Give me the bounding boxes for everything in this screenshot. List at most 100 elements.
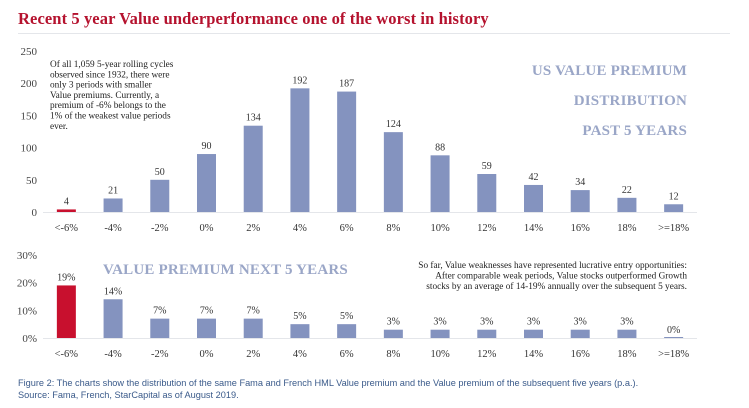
x-tick-label: 6% [340,223,354,234]
y-tick-label: 10% [17,305,37,317]
annotation-line: ever. [50,122,68,132]
y-tick-label: 0 [32,207,38,219]
bar [150,318,170,338]
data-label: 59 [482,161,492,172]
x-tick-label: 16% [571,223,591,234]
x-tick-label: -2% [151,349,169,360]
y-tick-label: 250 [21,46,38,58]
bar [477,329,497,338]
bar [243,318,263,338]
chart-title-line: US VALUE PREMIUM [532,63,687,79]
bar [290,88,310,212]
bar [56,285,76,338]
data-label: 7% [200,306,213,317]
x-tick-label: 8% [386,349,400,360]
bar [617,329,637,338]
data-label: 14% [104,286,122,297]
data-label: 134 [246,113,261,124]
annotation-line: stocks by an average of 14-19% annually … [426,281,687,292]
bar [150,179,170,212]
x-tick-label: 2% [246,349,260,360]
data-label: 5% [340,311,353,322]
data-label: 42 [529,172,539,183]
data-label: 4 [64,196,69,207]
data-label: 12 [669,191,679,202]
x-tick-label: 2% [246,223,260,234]
x-tick-label: 0% [200,223,214,234]
bar [383,329,403,338]
y-tick-label: 20% [17,278,37,290]
y-tick-label: 50 [26,175,38,187]
x-tick-label: 0% [200,349,214,360]
data-label: 3% [620,317,633,328]
bar [664,204,684,212]
x-tick-label: -4% [104,223,122,234]
bar [664,337,684,338]
data-label: 3% [574,317,587,328]
x-tick-label: >=18% [658,349,689,360]
data-label: 19% [57,272,75,283]
annotation-line: So far, Value weaknesses have represente… [418,260,687,271]
data-label: 22 [622,185,632,196]
data-label: 192 [292,75,307,86]
annotation-line: premium of -6% belongs to the [50,100,166,111]
data-label: 5% [293,311,306,322]
x-tick-label: 10% [430,349,450,360]
bar [103,198,123,212]
x-tick-label: 18% [617,223,637,234]
data-label: 3% [387,317,400,328]
bar [337,324,357,338]
x-tick-label: <-6% [55,223,79,234]
bar [477,174,497,212]
bar [524,184,543,212]
annotation-line: 1% of the weakest value periods [50,111,171,122]
bar [524,329,543,338]
x-tick-label: 18% [617,349,637,360]
x-tick-label: >=18% [658,223,689,234]
y-tick-label: 200 [21,78,38,90]
annotation-line: Value premiums. Currently, a [50,91,159,101]
x-tick-label: 14% [524,223,544,234]
y-tick-label: 30% [17,250,37,262]
bar [197,154,216,212]
chart-title-line: VALUE PREMIUM NEXT 5 YEARS [103,262,348,278]
y-tick-label: 100 [21,143,38,155]
data-label: 3% [433,317,446,328]
x-tick-label: 12% [477,349,497,360]
x-tick-label: 8% [386,223,400,234]
x-tick-label: 6% [340,349,354,360]
caption-line-1: Figure 2: The charts show the distributi… [18,378,638,388]
x-tick-label: 4% [293,349,307,360]
bar [337,91,357,212]
bar [290,324,310,338]
annotation-line: After comparable weak periods, Value sto… [435,271,687,282]
bar [383,132,403,212]
chart-title-line: DISTRIBUTION [574,93,687,109]
x-tick-label: -2% [151,223,169,234]
x-tick-label: 16% [571,349,591,360]
bar [197,318,216,338]
bar [243,125,263,212]
x-tick-label: 14% [524,349,544,360]
data-label: 124 [386,119,401,130]
bar [430,329,450,338]
annotation-line: Of all 1,059 5-year rolling cycles [50,59,174,70]
x-tick-label: <-6% [55,349,79,360]
bar [430,155,450,212]
bar [617,197,637,212]
y-tick-label: 150 [21,110,38,122]
data-label: 7% [247,306,260,317]
data-label: 187 [339,79,354,90]
bar [103,299,123,338]
bar [570,190,590,212]
data-label: 34 [575,177,585,188]
data-label: 7% [153,306,166,317]
chart-value-premium-distribution: 0 50 100 150 200 250 Of all 1,059 5-year rolli… [21,46,697,234]
data-label: 0% [667,325,680,336]
annotation-line: observed since 1932, there were [50,70,170,80]
bar [570,329,590,338]
x-tick-label: 12% [477,223,497,234]
caption-line-2: Source: Fama, French, StarCapital as of … [18,390,239,400]
data-label: 3% [480,317,493,328]
